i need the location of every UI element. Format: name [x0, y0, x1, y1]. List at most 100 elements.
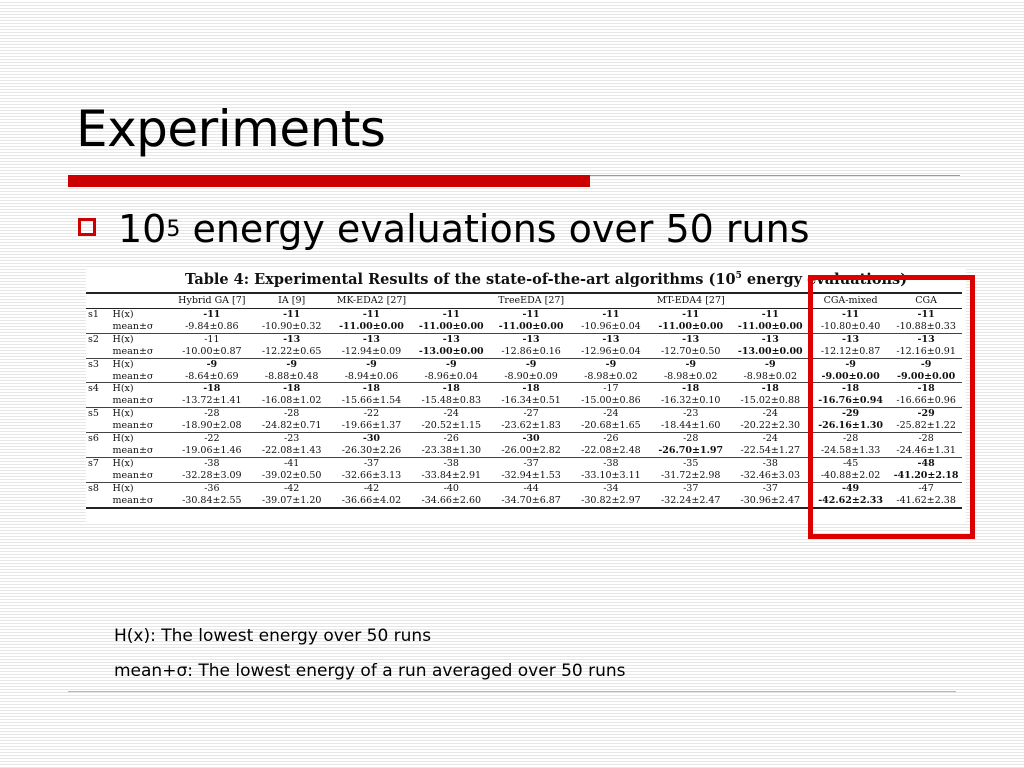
- table-header-cell: [86, 292, 111, 309]
- table-cell: -29: [917, 408, 935, 420]
- table-cell: -13: [522, 333, 540, 345]
- metric-label: H(x): [112, 482, 134, 494]
- metric-label: H(x): [112, 433, 134, 445]
- bullet-point: 10 5 energy evaluations over 50 runs: [78, 207, 810, 251]
- table-cell: -13: [442, 333, 460, 345]
- table-cell: -30.96±2.47: [730, 494, 811, 509]
- table-cell: -28: [918, 433, 934, 445]
- table-cell: -26: [443, 433, 459, 445]
- table-cell: -39.07±1.20: [251, 494, 332, 509]
- title-underline-red: [68, 175, 590, 187]
- table-cell: -12.70±0.50: [650, 345, 731, 359]
- table-cell: -48: [917, 457, 935, 469]
- table-cell: -11: [522, 309, 540, 320]
- sequence-label: s3: [88, 358, 99, 370]
- table-cell: -13.00±0.00: [411, 345, 492, 359]
- table-cell: -42: [284, 482, 300, 494]
- bullet-text-base: 10: [118, 207, 167, 251]
- metric-label: mean±σ: [110, 370, 172, 384]
- table-row-mean: mean±σ -30.84±2.55 -39.07±1.20 -36.66±4.02-…: [86, 494, 962, 509]
- sequence-label-empty: [86, 494, 111, 509]
- table-row-hx: s5 H(x) -28 -28 -22 -24 -27 -24 -23 -24 -29 -29: [86, 407, 962, 421]
- table-cell: -13: [682, 333, 700, 345]
- table-header-cell: [411, 292, 492, 309]
- metric-label: mean±σ: [110, 345, 172, 359]
- table-cell: -44: [523, 482, 539, 494]
- table-cell: -18: [442, 383, 460, 395]
- table-cell: -9: [366, 358, 377, 370]
- table-cell: -12.86±0.16: [491, 345, 571, 359]
- table-cell: -34.70±6.87: [491, 494, 571, 509]
- metric-label: H(x): [112, 383, 134, 395]
- table-cell: -40: [443, 482, 459, 494]
- sequence-label: s2: [88, 333, 99, 345]
- table-cell: -20.22±2.30: [730, 420, 811, 434]
- table-cell: -37: [363, 457, 380, 469]
- table-cell: -37: [762, 482, 778, 494]
- sequence-label: s5: [88, 408, 99, 420]
- table-header-cell: [571, 292, 651, 309]
- table-cell: -22.08±1.43: [251, 444, 332, 458]
- table-row-mean: mean±σ -32.28±3.09 -39.02±0.50 -32.66±3.13-…: [86, 469, 962, 483]
- table-cell: -13: [761, 333, 779, 345]
- metric-label: mean±σ: [110, 444, 172, 458]
- table-cell: -15.00±0.86: [571, 395, 651, 409]
- table-cell: -32.28±3.09: [171, 469, 252, 483]
- table-cell: -23: [284, 433, 300, 445]
- results-table-image: Table 4: Experimental Results of the sta…: [86, 268, 966, 523]
- table-cell: -18.90±2.08: [171, 420, 252, 434]
- table-cell: -9: [685, 358, 696, 370]
- table-cell: -18: [283, 383, 301, 395]
- metric-label: H(x): [112, 457, 134, 469]
- table-cell: -39.02±0.50: [251, 469, 332, 483]
- metric-label: mean±σ: [110, 469, 172, 483]
- table-header-cell: CGA: [890, 292, 962, 309]
- table-cell: -30: [362, 433, 381, 445]
- sequence-label: s7: [88, 457, 99, 469]
- table-cell: -19.06±1.46: [171, 444, 252, 458]
- table-header-cell: [110, 292, 172, 309]
- table-cell: -8.90±0.09: [491, 370, 571, 384]
- table-cell: -20.68±1.65: [571, 420, 651, 434]
- table-cell: -18: [761, 383, 779, 395]
- table-cell: -32.94±1.53: [491, 469, 571, 483]
- table-cell: -24: [762, 433, 778, 445]
- table-cell: -19.66±1.37: [331, 420, 412, 434]
- table-cell: -9: [920, 358, 932, 370]
- title-underline-gray: [590, 175, 960, 176]
- table-cell: -8.94±0.06: [331, 370, 412, 384]
- table-cell: -11: [602, 309, 620, 320]
- table-cell: -30.84±2.55: [171, 494, 252, 509]
- table-cell: -11: [442, 309, 460, 320]
- table-cell: -18: [203, 383, 221, 395]
- table-cell: -33.10±3.11: [571, 469, 651, 483]
- table-cell: -8.98±0.02: [571, 370, 651, 384]
- table-cell: -8.98±0.02: [730, 370, 811, 384]
- table-cell: -16.32±0.10: [650, 395, 731, 409]
- table-cell: -9: [206, 358, 218, 370]
- table-cell: -33.84±2.91: [411, 469, 492, 483]
- table-cell: -26: [603, 433, 619, 445]
- table-row-mean: mean±σ -19.06±1.46 -22.08±1.43 -26.30±2.26 -…: [86, 444, 962, 458]
- table-row-hx: s3 H(x) -9 -9 -9 -9 -9 -9 -9 -9 -9 -9: [86, 358, 962, 371]
- sequence-label: s8: [88, 482, 99, 494]
- table-cell: -11.00±0.00: [730, 320, 811, 334]
- table-cell: -22.08±2.48: [571, 444, 651, 458]
- metric-label: mean±σ: [110, 494, 172, 509]
- metric-label: H(x): [112, 358, 134, 370]
- table-cell: -26.30±2.26: [331, 444, 412, 458]
- table-row-hx: s8 H(x) -36 -42 -42 -40 -44 -34 -37 -37 -49 -47: [86, 482, 962, 495]
- table-cell: -12.16±0.91: [890, 345, 962, 359]
- table-cell: -27: [523, 408, 539, 420]
- table-caption-prefix: Table 4: Experimental Results of the sta…: [184, 271, 736, 288]
- table-cell: -18: [522, 383, 540, 395]
- table-row-mean: mean±σ -10.00±0.87 -12.22±0.65 -12.94±0.09-…: [86, 345, 962, 359]
- table-cell: -47: [918, 482, 934, 494]
- table-cell: -26.00±2.82: [491, 444, 571, 458]
- table-header-cell: MT-EDA4 [27]: [650, 292, 731, 309]
- table-cell: -41.62±2.38: [890, 494, 962, 509]
- table-cell: -28: [284, 408, 300, 420]
- table-cell: -11.00±0.00: [491, 320, 571, 334]
- table-cell: -24.82±0.71: [251, 420, 332, 434]
- table-cell: -23.62±1.83: [491, 420, 571, 434]
